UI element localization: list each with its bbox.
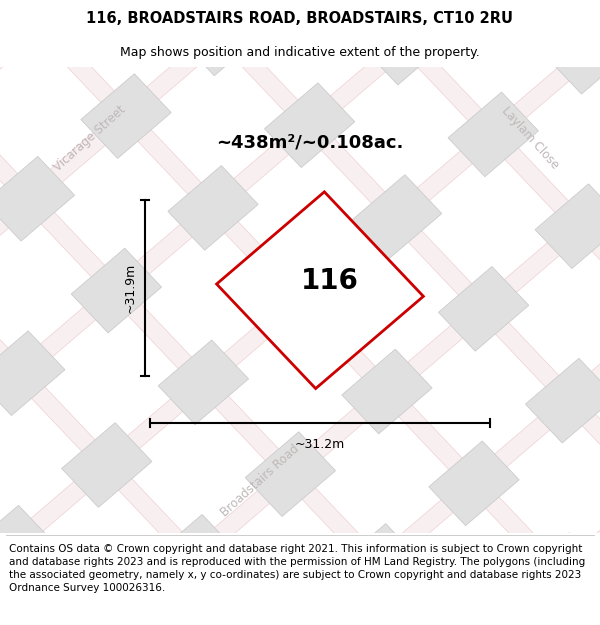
Polygon shape bbox=[429, 441, 519, 526]
Polygon shape bbox=[248, 0, 600, 411]
Polygon shape bbox=[81, 74, 171, 158]
Polygon shape bbox=[184, 251, 600, 625]
Text: Map shows position and indicative extent of the property.: Map shows position and indicative extent… bbox=[120, 46, 480, 59]
Polygon shape bbox=[0, 0, 503, 441]
Polygon shape bbox=[149, 514, 239, 599]
Polygon shape bbox=[217, 192, 424, 389]
Polygon shape bbox=[0, 506, 55, 590]
Polygon shape bbox=[178, 0, 268, 76]
Polygon shape bbox=[0, 24, 545, 625]
Polygon shape bbox=[342, 349, 432, 434]
Polygon shape bbox=[535, 184, 600, 269]
Text: ~438m²/~0.108ac.: ~438m²/~0.108ac. bbox=[217, 134, 404, 152]
Text: Laylam Close: Laylam Close bbox=[499, 104, 561, 172]
Polygon shape bbox=[245, 432, 335, 516]
Text: 116, BROADSTAIRS ROAD, BROADSTAIRS, CT10 2RU: 116, BROADSTAIRS ROAD, BROADSTAIRS, CT10… bbox=[86, 11, 514, 26]
Polygon shape bbox=[55, 0, 600, 576]
Text: Contains OS data © Crown copyright and database right 2021. This information is : Contains OS data © Crown copyright and d… bbox=[9, 544, 585, 593]
Polygon shape bbox=[0, 0, 416, 349]
Polygon shape bbox=[439, 266, 529, 351]
Text: Broadstairs Road: Broadstairs Road bbox=[218, 442, 302, 519]
Polygon shape bbox=[0, 189, 352, 625]
Polygon shape bbox=[168, 166, 258, 250]
Polygon shape bbox=[0, 156, 74, 241]
Text: 116: 116 bbox=[301, 267, 359, 294]
Polygon shape bbox=[0, 331, 65, 416]
Polygon shape bbox=[352, 175, 442, 259]
Polygon shape bbox=[332, 524, 422, 608]
Polygon shape bbox=[158, 340, 248, 424]
Polygon shape bbox=[361, 0, 451, 85]
Polygon shape bbox=[152, 0, 600, 493]
Polygon shape bbox=[0, 0, 590, 532]
Polygon shape bbox=[0, 106, 448, 625]
Polygon shape bbox=[62, 422, 152, 508]
Text: ~31.9m: ~31.9m bbox=[124, 262, 137, 313]
Text: ~31.2m: ~31.2m bbox=[295, 438, 345, 451]
Text: Vicarage Street: Vicarage Street bbox=[52, 102, 128, 174]
Polygon shape bbox=[0, 0, 84, 67]
Polygon shape bbox=[448, 92, 538, 177]
Polygon shape bbox=[0, 271, 255, 625]
Polygon shape bbox=[265, 83, 355, 168]
Polygon shape bbox=[71, 248, 161, 333]
Polygon shape bbox=[516, 532, 600, 618]
Polygon shape bbox=[97, 159, 600, 625]
Polygon shape bbox=[526, 358, 600, 443]
Polygon shape bbox=[545, 9, 600, 94]
Polygon shape bbox=[10, 68, 600, 625]
